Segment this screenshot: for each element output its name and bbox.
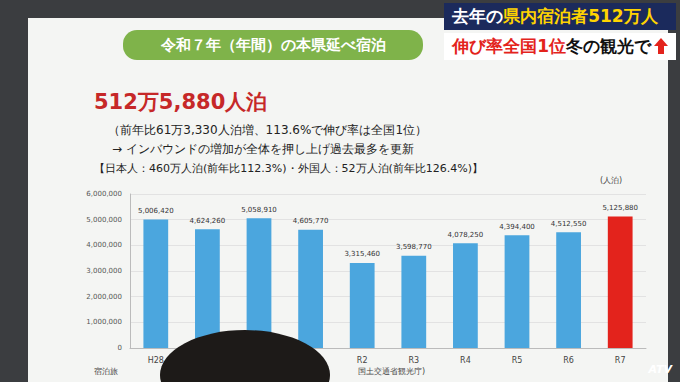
html-text:去年の県内宿泊者512万人: 去年の県内宿泊者512万人 [452,6,658,26]
html-text:ATV: ATV [648,363,672,376]
svg-text:4,078,250: 4,078,250 [448,231,484,239]
svg-text:3,315,460: 3,315,460 [344,250,380,258]
svg-text:5,006,420: 5,006,420 [138,207,174,215]
svg-text:R4: R4 [460,356,471,365]
svg-text:3,000,000: 3,000,000 [86,267,122,275]
svg-text:4,605,770: 4,605,770 [293,217,329,225]
html-text:(人泊): (人泊) [600,176,623,185]
svg-text:R7: R7 [615,356,626,365]
html-text:（前年比61万3,330人泊増、113.6%で伸び率は全国1: （前年比61万3,330人泊増、113.6%で伸び率は全国1位） [108,123,427,137]
svg-text:4,512,550: 4,512,550 [551,220,587,228]
svg-text:R6: R6 [563,356,574,365]
svg-text:2,000,000: 2,000,000 [86,293,122,301]
html-text:【日本人：460万人泊(前年比112.3%)・外国人：52万: 【日本人：460万人泊(前年比112.3%)・外国人：52万人泊(前年比126.… [94,162,483,175]
svg-text:R2: R2 [357,356,368,365]
svg-text:6,000,000: 6,000,000 [86,190,122,198]
svg-text:0: 0 [118,344,122,352]
svg-text:R3: R3 [408,356,419,365]
svg-text:4,394,400: 4,394,400 [499,223,535,231]
html-text:宿泊旅: 宿泊旅 [94,367,118,376]
html-text:512万5,880人泊: 512万5,880人泊 [94,90,268,114]
svg-text:5,058,910: 5,058,910 [241,206,277,214]
svg-text:4,624,260: 4,624,260 [190,217,226,225]
svg-text:3,598,770: 3,598,770 [396,243,432,251]
html-text:伸び率全国1位冬の観光で: 伸び率全国1位冬の観光で [452,36,651,56]
html-text:→ インバウンドの増加が全体を押し上げ過去最多を更新: → インバウンドの増加が全体を押し上げ過去最多を更新 [112,142,414,156]
svg-text:5,000,000: 5,000,000 [86,216,122,224]
svg-text:5,125,880: 5,125,880 [602,204,638,212]
html-text:令和７年（年間）の本県延べ宿泊: 令和７年（年間）の本県延べ宿泊 [160,36,386,54]
svg-text:1,000,000: 1,000,000 [86,318,122,326]
html-text:国土交通省観光庁): 国土交通省観光庁) [358,367,426,376]
svg-text:4,000,000: 4,000,000 [86,241,122,249]
svg-text:H28: H28 [148,356,164,365]
svg-text:R5: R5 [512,356,523,365]
